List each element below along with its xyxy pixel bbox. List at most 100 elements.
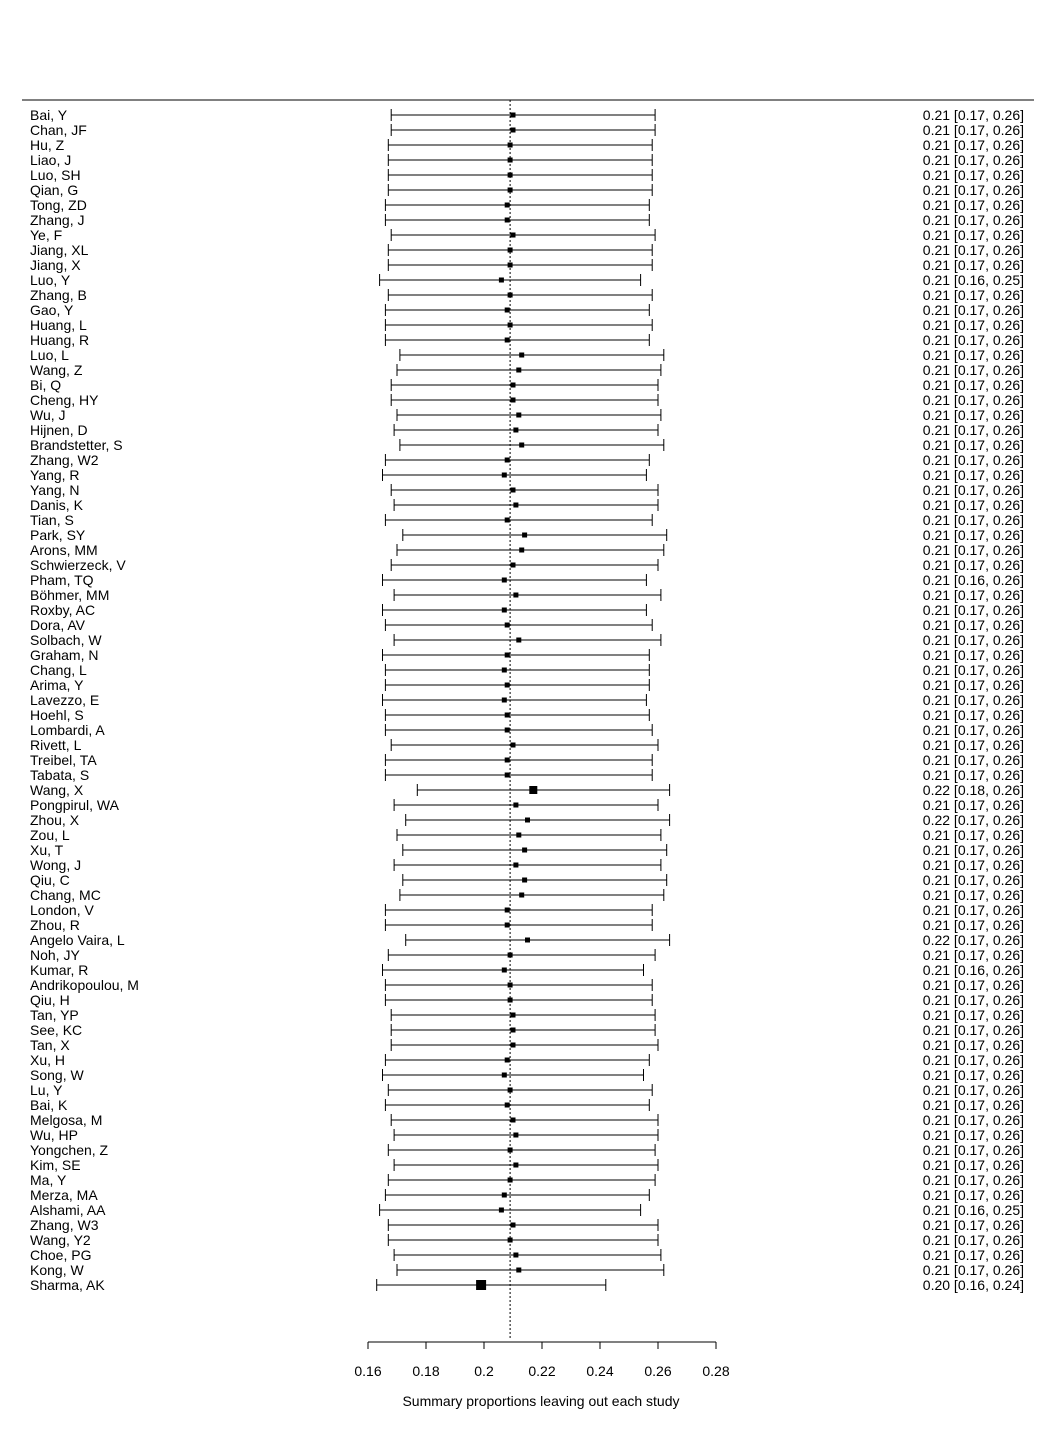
estimate-label: 0.21 [0.17, 0.26] bbox=[923, 1127, 1024, 1143]
study-name: Qian, G bbox=[30, 182, 78, 198]
study-name: Tong, ZD bbox=[30, 197, 87, 213]
study-name: Wang, Z bbox=[30, 362, 83, 378]
point-estimate bbox=[504, 727, 510, 733]
study-row: Melgosa, M 0.21 [0.17, 0.26] bbox=[30, 1112, 1024, 1128]
study-name: Hoehl, S bbox=[30, 707, 84, 723]
estimate-label: 0.21 [0.17, 0.26] bbox=[923, 362, 1024, 378]
x-tick-label: 0.22 bbox=[528, 1363, 555, 1379]
study-name: Danis, K bbox=[30, 497, 84, 513]
point-estimate bbox=[513, 802, 519, 808]
study-name: Hijnen, D bbox=[30, 422, 88, 438]
study-row: Hoehl, S 0.21 [0.17, 0.26] bbox=[30, 707, 1024, 723]
estimate-label: 0.21 [0.17, 0.26] bbox=[923, 527, 1024, 543]
study-row: Ye, F 0.21 [0.17, 0.26] bbox=[30, 227, 1024, 243]
estimate-label: 0.22 [0.17, 0.26] bbox=[923, 812, 1024, 828]
study-name: Tan, YP bbox=[30, 1007, 79, 1023]
study-name: Zhang, W3 bbox=[30, 1217, 99, 1233]
study-row: Wang, X 0.22 [0.18, 0.26] bbox=[30, 782, 1024, 798]
point-estimate bbox=[501, 697, 507, 703]
study-name: Choe, PG bbox=[30, 1247, 91, 1263]
estimate-label: 0.21 [0.17, 0.26] bbox=[923, 167, 1024, 183]
point-estimate bbox=[507, 1237, 513, 1243]
point-estimate bbox=[498, 1207, 504, 1213]
study-name: Luo, L bbox=[30, 347, 69, 363]
point-estimate bbox=[519, 442, 525, 448]
estimate-label: 0.21 [0.17, 0.26] bbox=[923, 197, 1024, 213]
study-name: Angelo Vaira, L bbox=[30, 932, 125, 948]
point-estimate bbox=[525, 817, 530, 823]
study-name: Pham, TQ bbox=[30, 572, 94, 588]
study-row: Zhou, R 0.21 [0.17, 0.26] bbox=[30, 917, 1024, 933]
point-estimate bbox=[504, 652, 510, 658]
study-name: Zhou, X bbox=[30, 812, 80, 828]
point-estimate bbox=[504, 922, 510, 928]
estimate-label: 0.21 [0.17, 0.26] bbox=[923, 797, 1024, 813]
estimate-label: 0.21 [0.17, 0.26] bbox=[923, 992, 1024, 1008]
point-estimate bbox=[529, 786, 538, 794]
point-estimate bbox=[504, 202, 510, 208]
point-estimate bbox=[507, 982, 513, 988]
x-tick-label: 0.2 bbox=[474, 1363, 494, 1379]
study-row: Qiu, C 0.21 [0.17, 0.26] bbox=[30, 872, 1024, 888]
estimate-label: 0.21 [0.17, 0.26] bbox=[923, 692, 1024, 708]
study-name: Zhang, J bbox=[30, 212, 84, 228]
study-name: Kim, SE bbox=[30, 1157, 81, 1173]
study-name: Andrikopoulou, M bbox=[30, 977, 139, 993]
point-estimate bbox=[501, 1192, 507, 1198]
study-row: Luo, SH 0.21 [0.17, 0.26] bbox=[30, 167, 1024, 183]
point-estimate bbox=[501, 472, 507, 478]
study-row: Choe, PG 0.21 [0.17, 0.26] bbox=[30, 1247, 1024, 1263]
estimate-label: 0.21 [0.17, 0.26] bbox=[923, 1112, 1024, 1128]
point-estimate bbox=[510, 1117, 516, 1123]
estimate-label: 0.21 [0.17, 0.26] bbox=[923, 182, 1024, 198]
estimate-label: 0.21 [0.17, 0.26] bbox=[923, 452, 1024, 468]
study-name: Rivett, L bbox=[30, 737, 82, 753]
point-estimate bbox=[507, 142, 513, 148]
study-row: Solbach, W 0.21 [0.17, 0.26] bbox=[30, 632, 1024, 648]
point-estimate bbox=[516, 412, 522, 418]
estimate-label: 0.21 [0.17, 0.26] bbox=[923, 377, 1024, 393]
point-estimate bbox=[522, 877, 528, 883]
study-name: Chan, JF bbox=[30, 122, 87, 138]
estimate-label: 0.21 [0.17, 0.26] bbox=[923, 857, 1024, 873]
study-name: Wang, X bbox=[30, 782, 84, 798]
study-name: Solbach, W bbox=[30, 632, 102, 648]
study-name: Ma, Y bbox=[30, 1172, 67, 1188]
study-name: Sharma, AK bbox=[30, 1277, 105, 1293]
estimate-label: 0.21 [0.17, 0.26] bbox=[923, 302, 1024, 318]
study-name: Tan, X bbox=[30, 1037, 70, 1053]
study-name: London, V bbox=[30, 902, 94, 918]
study-row: Yang, R 0.21 [0.17, 0.26] bbox=[30, 467, 1024, 483]
study-name: See, KC bbox=[30, 1022, 82, 1038]
study-row: Wu, J 0.21 [0.17, 0.26] bbox=[30, 407, 1024, 423]
estimate-label: 0.21 [0.16, 0.26] bbox=[923, 572, 1024, 588]
estimate-label: 0.21 [0.17, 0.26] bbox=[923, 482, 1024, 498]
estimate-label: 0.21 [0.17, 0.26] bbox=[923, 212, 1024, 228]
study-row: See, KC 0.21 [0.17, 0.26] bbox=[30, 1022, 1024, 1038]
point-estimate bbox=[504, 307, 510, 313]
study-name: Ye, F bbox=[30, 227, 62, 243]
estimate-label: 0.21 [0.17, 0.26] bbox=[923, 1097, 1024, 1113]
study-name: Zou, L bbox=[30, 827, 70, 843]
estimate-label: 0.22 [0.18, 0.26] bbox=[923, 782, 1024, 798]
estimate-label: 0.21 [0.17, 0.26] bbox=[923, 677, 1024, 693]
study-name: Böhmer, MM bbox=[30, 587, 109, 603]
study-row: Cheng, HY 0.21 [0.17, 0.26] bbox=[30, 392, 1024, 408]
study-name: Alshami, AA bbox=[30, 1202, 106, 1218]
estimate-label: 0.21 [0.17, 0.26] bbox=[923, 722, 1024, 738]
study-row: Qian, G 0.21 [0.17, 0.26] bbox=[30, 182, 1024, 198]
study-row: Ma, Y 0.21 [0.17, 0.26] bbox=[30, 1172, 1024, 1188]
study-row: Alshami, AA 0.21 [0.16, 0.25] bbox=[30, 1202, 1024, 1218]
study-name: Treibel, TA bbox=[30, 752, 97, 768]
study-name: Zhou, R bbox=[30, 917, 80, 933]
study-name: Cheng, HY bbox=[30, 392, 99, 408]
study-row: Qiu, H 0.21 [0.17, 0.26] bbox=[30, 992, 1024, 1008]
estimate-label: 0.21 [0.17, 0.26] bbox=[923, 977, 1024, 993]
estimate-label: 0.21 [0.17, 0.26] bbox=[923, 1247, 1024, 1263]
estimate-label: 0.21 [0.17, 0.26] bbox=[923, 632, 1024, 648]
x-tick-label: 0.24 bbox=[586, 1363, 613, 1379]
study-name: Lu, Y bbox=[30, 1082, 63, 1098]
point-estimate bbox=[513, 592, 519, 598]
estimate-label: 0.21 [0.16, 0.26] bbox=[923, 962, 1024, 978]
estimate-label: 0.21 [0.17, 0.26] bbox=[923, 422, 1024, 438]
